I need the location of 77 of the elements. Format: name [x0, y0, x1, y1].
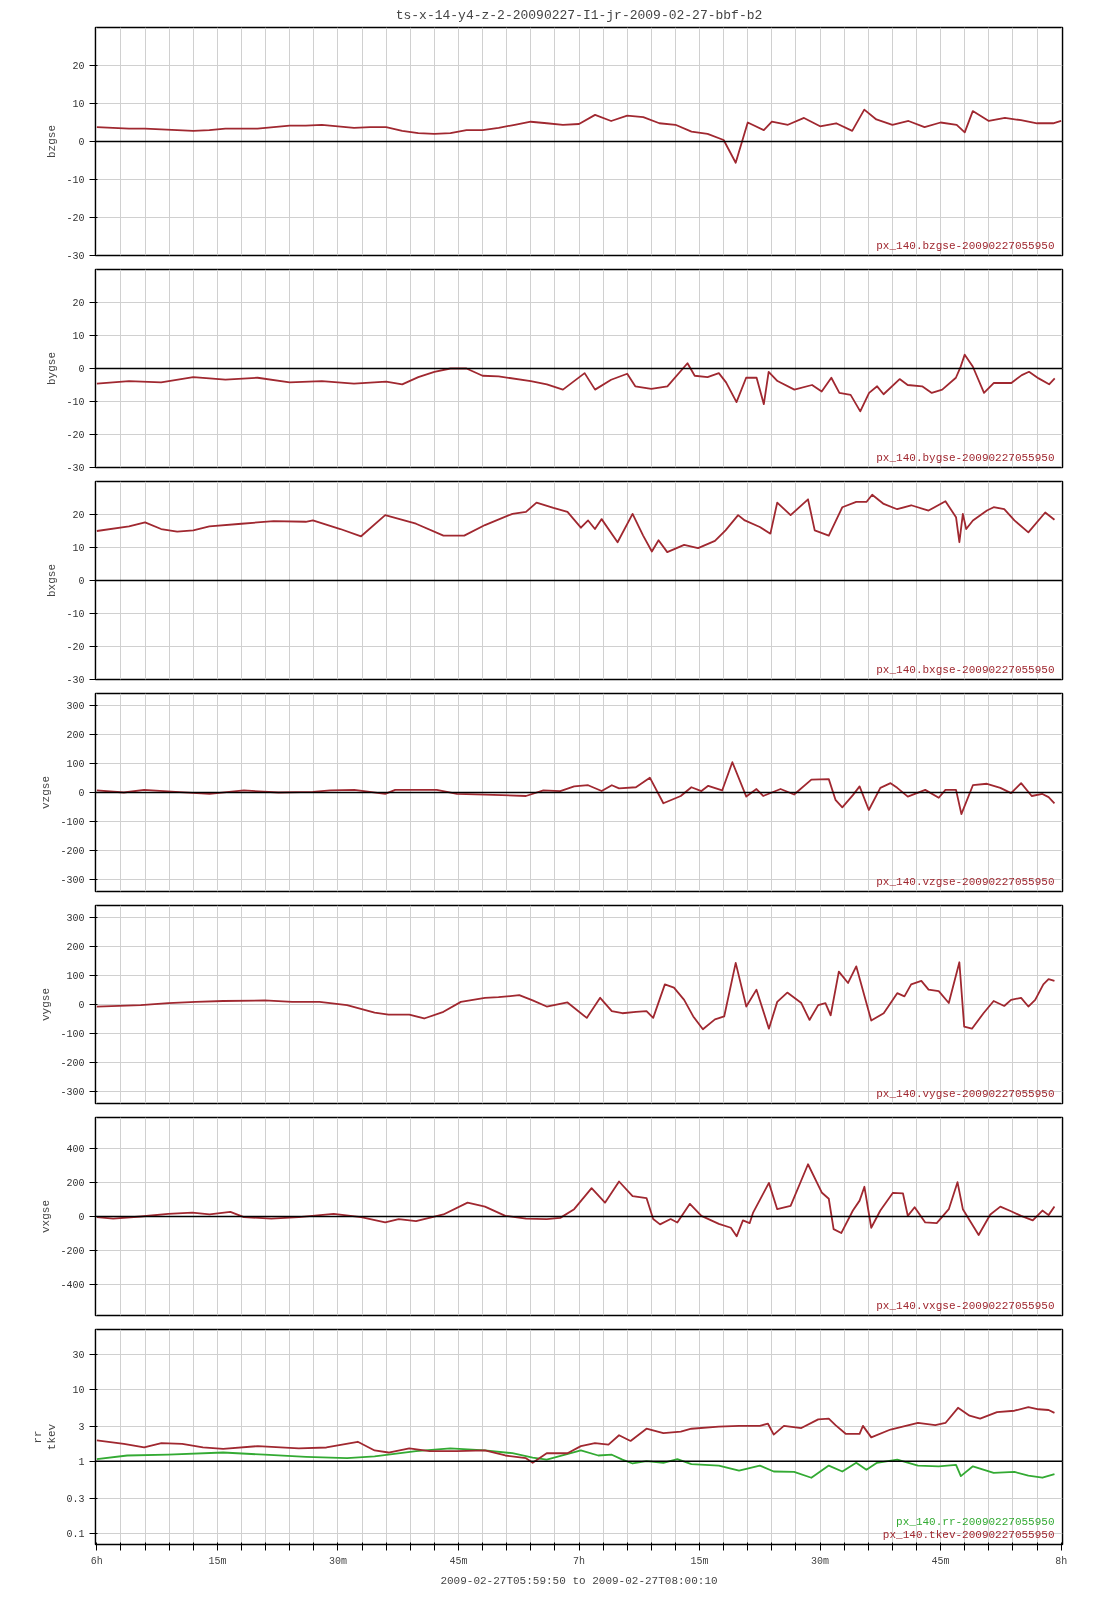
y-tick-label: -200 [60, 846, 85, 858]
line-series [95, 493, 1056, 554]
text: px_140.tkev-20090227055950 [882, 1528, 1055, 1541]
y-tick-label: -200 [60, 1246, 85, 1258]
x-tick-label: 6h [90, 1555, 103, 1567]
y-tick-label: -20 [66, 642, 85, 653]
y-tick-label: 200 [66, 729, 85, 741]
y-tick-label: -10 [66, 175, 85, 186]
y-tick-label: 30 [72, 1350, 85, 1362]
y-tick-label: 0 [78, 1000, 85, 1011]
x-tick-label: 15m [690, 1555, 709, 1567]
y-tick-label: 1 [78, 1456, 85, 1468]
y-tick-label: 10 [72, 99, 85, 110]
x-tick-label: 30m [811, 1555, 830, 1567]
x-tick-label: 15m [208, 1555, 227, 1567]
x-tick-label: 8h [1055, 1555, 1068, 1567]
y-tick-label: -30 [66, 251, 85, 262]
line-series [95, 1406, 1056, 1464]
y-tick-label: 0 [78, 137, 85, 148]
y-axis-title: vzgse [40, 775, 53, 809]
text: px_140.vygse-20090227055950 [876, 1087, 1055, 1100]
y-tick-label: 0.3 [66, 1494, 85, 1506]
y-tick-label: 100 [66, 970, 85, 982]
y-axis-title: rr tkev [32, 1423, 59, 1451]
y-tick-label: 300 [66, 912, 85, 924]
y-tick-label: 400 [66, 1143, 85, 1155]
y-tick-label: -100 [60, 1029, 85, 1041]
line-series [95, 961, 1056, 1031]
y-tick-label: -30 [66, 463, 85, 474]
y-tick-label: 3 [78, 1422, 85, 1434]
line-series [95, 108, 1063, 164]
chart-title: ts-x-14-y4-z-2-20090227-I1-jr-2009-02-27-bbf-b2 [395, 7, 763, 23]
line-series [95, 1163, 1056, 1238]
line-series [95, 1447, 1056, 1479]
y-tick-label: 20 [72, 510, 85, 521]
text: px_140.bygse-20090227055950 [876, 451, 1055, 464]
y-axis-title: vxgse [40, 1199, 53, 1233]
x-tick-label: 30m [328, 1555, 347, 1567]
y-tick-label: -300 [60, 875, 85, 887]
text: px_140.rr-20090227055950 [896, 1515, 1055, 1528]
y-axis-title: bzgse [46, 124, 59, 158]
y-tick-label: 0 [78, 576, 85, 587]
y-tick-label: 200 [66, 941, 85, 953]
x-axis-title: 2009-02-27T05:59:50 to 2009-02-27T08:00:10 [440, 1574, 718, 1587]
y-tick-label: -300 [60, 1087, 85, 1099]
y-tick-label: -10 [66, 397, 85, 408]
y-tick-label: 100 [66, 758, 85, 770]
y-tick-label: -400 [60, 1280, 85, 1292]
y-tick-label: -100 [60, 817, 85, 829]
text: px_140.bxgse-20090227055950 [876, 663, 1055, 676]
x-tick-label: 45m [931, 1555, 950, 1567]
y-axis-title: bxgse [46, 563, 59, 597]
line-series [95, 353, 1056, 413]
y-tick-label: -30 [66, 675, 85, 686]
text: px_140.vzgse-20090227055950 [876, 875, 1055, 888]
y-tick-label: 20 [72, 61, 85, 72]
y-tick-label: 300 [66, 700, 85, 712]
text: px_140.bzgse-20090227055950 [876, 239, 1055, 252]
line-series [95, 761, 1056, 815]
text: px_140.vxgse-20090227055950 [876, 1299, 1055, 1312]
x-tick-label: 45m [449, 1555, 468, 1567]
y-tick-label: 0 [78, 788, 85, 799]
y-tick-label: -20 [66, 213, 85, 224]
y-tick-label: 0 [78, 1212, 85, 1223]
y-tick-label: 200 [66, 1177, 85, 1189]
y-tick-label: -10 [66, 609, 85, 620]
y-tick-label: 20 [72, 298, 85, 309]
y-axis-title: bygse [46, 351, 59, 385]
y-tick-label: 0 [78, 364, 85, 375]
y-tick-label: 10 [72, 1384, 85, 1396]
y-tick-label: 0.1 [66, 1528, 85, 1540]
x-tick-label: 7h [573, 1555, 586, 1567]
y-tick-label: 10 [72, 331, 85, 342]
y-tick-label: 10 [72, 543, 85, 554]
y-tick-label: -20 [66, 430, 85, 441]
y-axis-title: vygse [40, 987, 53, 1021]
y-tick-label: -200 [60, 1058, 85, 1070]
